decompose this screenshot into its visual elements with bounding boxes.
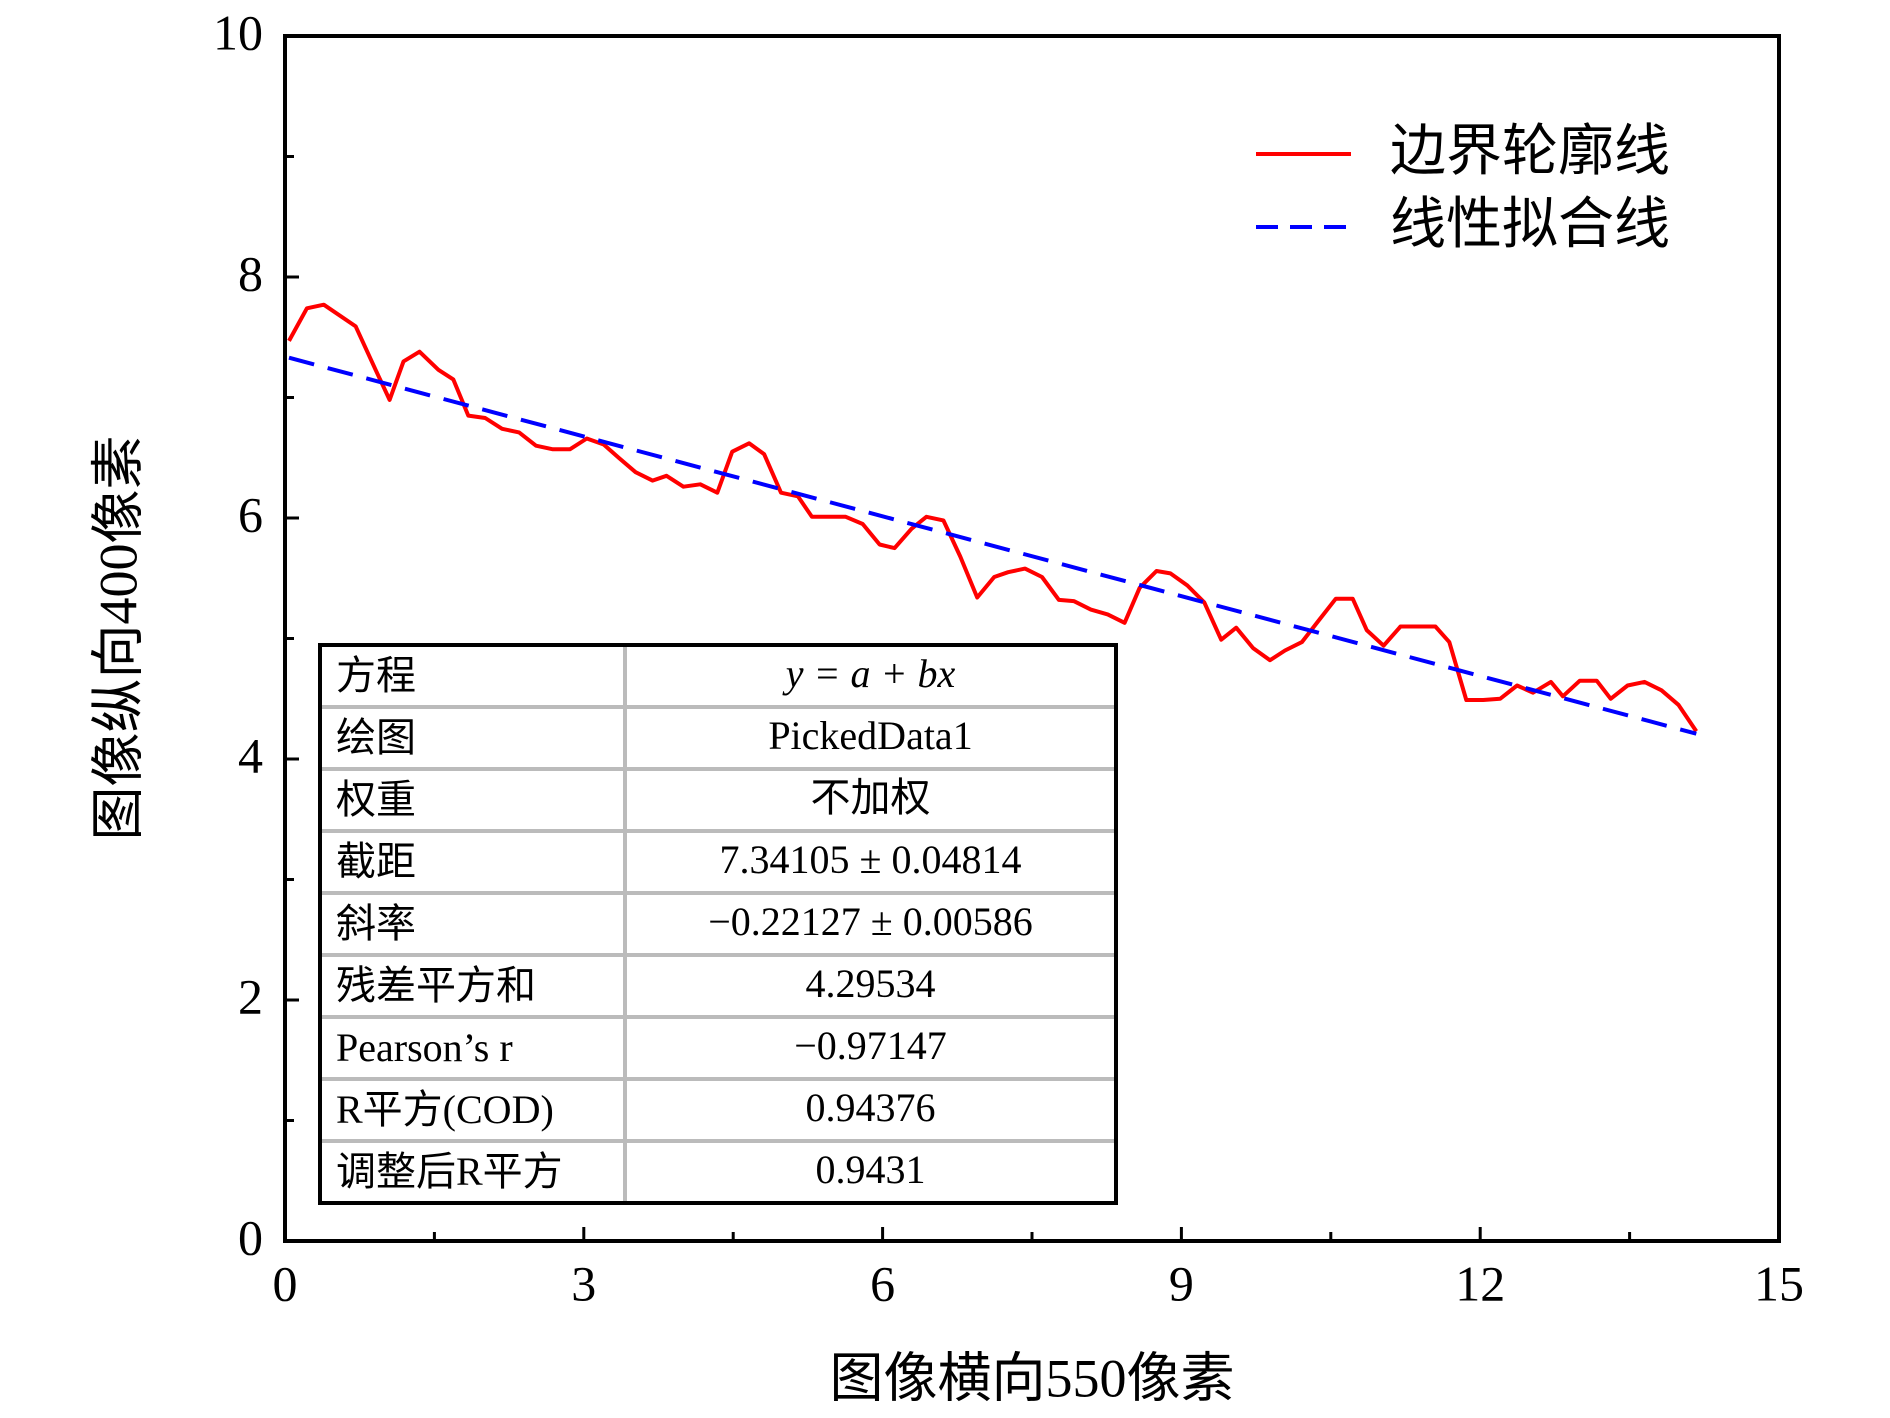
table-cell: y = a + bx	[782, 651, 956, 696]
table-cell: 不加权	[811, 775, 931, 820]
x-tick-label: 0	[273, 1255, 298, 1311]
table-cell: 斜率	[336, 901, 416, 946]
table-cell: 0.94376	[806, 1085, 936, 1130]
table-cell: R平方(COD)	[336, 1087, 554, 1132]
data-line	[287, 302, 1698, 733]
x-tick-label: 3	[571, 1255, 596, 1311]
plot-frame	[283, 34, 1781, 1243]
y-tick-label: 6	[238, 486, 263, 542]
table-cell: −0.97147	[794, 1023, 947, 1068]
x-tick-label: 15	[1754, 1255, 1804, 1311]
y-axis-label: 图像纵向400像素	[88, 436, 148, 841]
y-tick-label: 8	[238, 245, 263, 301]
x-tick-label: 12	[1455, 1255, 1505, 1311]
table-frame	[318, 643, 1118, 1205]
x-axis-label: 图像横向550像素	[830, 1348, 1235, 1408]
table-cell: 7.34105 ± 0.04814	[720, 837, 1022, 882]
table-cell: 截距	[336, 839, 416, 884]
table-cell: 权重	[336, 777, 416, 822]
x-tick-label: 6	[870, 1255, 895, 1311]
table-cell: 0.9431	[816, 1147, 926, 1192]
table-cell: 调整后R平方	[336, 1149, 563, 1194]
table-cell: −0.22127 ± 0.00586	[708, 899, 1033, 944]
table-cell: Pearson’s r	[336, 1025, 513, 1070]
legend-label: 边界轮廓线	[1390, 121, 1670, 183]
x-tick-label: 9	[1169, 1255, 1194, 1311]
y-tick-label: 10	[213, 4, 263, 60]
table-cell: 绘图	[336, 715, 416, 760]
table-bg	[320, 645, 1116, 1203]
table-cell: 4.29534	[806, 961, 936, 1006]
legend-label: 线性拟合线	[1390, 194, 1670, 256]
y-tick-label: 4	[238, 727, 263, 783]
y-tick-label: 0	[238, 1209, 263, 1265]
table-cell: 方程	[336, 653, 416, 698]
y-tick-label: 2	[238, 968, 263, 1024]
data-line	[288, 355, 1697, 736]
table-cell: 残差平方和	[336, 963, 536, 1008]
table-cell: PickedData1	[768, 713, 972, 758]
